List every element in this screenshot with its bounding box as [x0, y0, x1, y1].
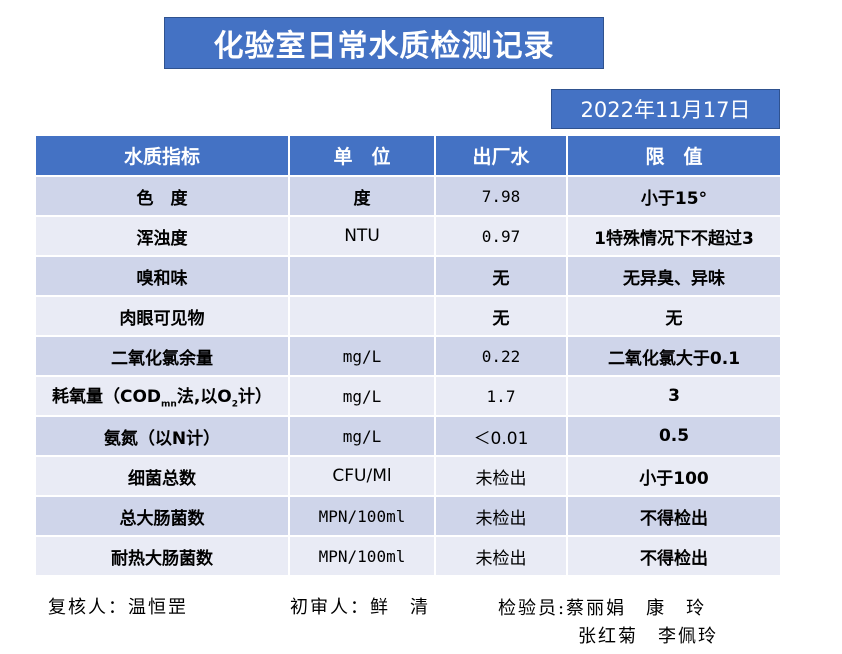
indicator-text-part: 法,以O — [176, 387, 232, 408]
limit-cell: 小于100 — [567, 456, 782, 497]
limit-cell: 无异臭、异味 — [567, 256, 782, 297]
indicator-text-part: 计） — [238, 387, 273, 408]
indicator-cell: 二氧化氯余量 — [36, 336, 290, 377]
water-quality-table: 水质指标 单 位 出厂水 限 值 色 度 度 7.98 小于15° 浑浊度 NT… — [36, 136, 782, 577]
value-cell: 7.98 — [435, 176, 568, 217]
indicator-cell: 嗅和味 — [36, 256, 290, 297]
first-reviewer-signature: 初审人：鲜 清 — [290, 597, 430, 618]
indicator-cell: 色 度 — [36, 176, 290, 217]
limit-cell: 1特殊情况下不超过3 — [567, 216, 782, 257]
unit-cell: MPN/100ml — [289, 536, 436, 577]
unit-cell: 度 — [289, 176, 436, 217]
unit-cell: mg/L — [289, 336, 436, 377]
value-cell: 无 — [435, 256, 568, 297]
table-row: 耗氧量（CODmn法,以O2计） mg/L 1.7 3 — [36, 376, 782, 417]
value-cell: 0.97 — [435, 216, 568, 257]
table-row: 肉眼可见物 无 无 — [36, 296, 782, 337]
table-row: 总大肠菌数 MPN/100ml 未检出 不得检出 — [36, 496, 782, 537]
limit-cell: 0.5 — [567, 416, 782, 457]
indicator-cell: 浑浊度 — [36, 216, 290, 257]
indicator-cell: 肉眼可见物 — [36, 296, 290, 337]
subscript-mn: mn — [161, 399, 177, 410]
table-row: 氨氮（以N计） mg/L ＜0.01 0.5 — [36, 416, 782, 457]
unit-cell: CFU/Ml — [289, 456, 436, 497]
record-date: 2022年11月17日 — [551, 89, 780, 129]
value-cell: 1.7 — [435, 376, 568, 417]
unit-cell — [289, 256, 436, 297]
indicator-cell: 耗氧量（CODmn法,以O2计） — [36, 376, 290, 417]
value-cell: ＜0.01 — [435, 416, 568, 457]
value-cell: 无 — [435, 296, 568, 337]
limit-cell: 小于15° — [567, 176, 782, 217]
indicator-cell: 耐热大肠菌数 — [36, 536, 290, 577]
table-row: 耐热大肠菌数 MPN/100ml 未检出 不得检出 — [36, 536, 782, 577]
limit-cell: 不得检出 — [567, 536, 782, 577]
limit-cell: 不得检出 — [567, 496, 782, 537]
indicator-cell: 总大肠菌数 — [36, 496, 290, 537]
unit-cell: mg/L — [289, 416, 436, 457]
limit-cell: 二氧化氯大于0.1 — [567, 336, 782, 377]
value-cell: 未检出 — [435, 536, 568, 577]
value-cell: 未检出 — [435, 496, 568, 537]
header-unit: 单 位 — [289, 136, 436, 177]
indicator-cell: 细菌总数 — [36, 456, 290, 497]
limit-cell: 3 — [567, 376, 782, 417]
header-limit: 限 值 — [567, 136, 782, 177]
subscript-2: 2 — [231, 399, 239, 410]
unit-cell: MPN/100ml — [289, 496, 436, 537]
header-value: 出厂水 — [435, 136, 568, 177]
table-row: 细菌总数 CFU/Ml 未检出 小于100 — [36, 456, 782, 497]
header-indicator: 水质指标 — [36, 136, 290, 177]
inspectors-line-1: 检验员:蔡丽娟 康 玲 — [498, 598, 707, 619]
value-cell: 0.22 — [435, 336, 568, 377]
table-row: 嗅和味 无 无异臭、异味 — [36, 256, 782, 297]
reviewer-signature: 复核人：温恒罡 — [48, 597, 188, 618]
limit-cell: 无 — [567, 296, 782, 337]
unit-cell — [289, 296, 436, 337]
value-cell: 未检出 — [435, 456, 568, 497]
indicator-text-part: 耗氧量（COD — [51, 387, 162, 408]
unit-cell: mg/L — [289, 376, 436, 417]
indicator-cell: 氨氮（以N计） — [36, 416, 290, 457]
table-row: 浑浊度 NTU 0.97 1特殊情况下不超过3 — [36, 216, 782, 257]
page-title: 化验室日常水质检测记录 — [164, 17, 604, 69]
table-row: 色 度 度 7.98 小于15° — [36, 176, 782, 217]
inspectors-line-2: 张红菊 李佩玲 — [578, 626, 718, 647]
unit-cell: NTU — [289, 216, 436, 257]
table-header-row: 水质指标 单 位 出厂水 限 值 — [36, 136, 782, 177]
table-row: 二氧化氯余量 mg/L 0.22 二氧化氯大于0.1 — [36, 336, 782, 377]
